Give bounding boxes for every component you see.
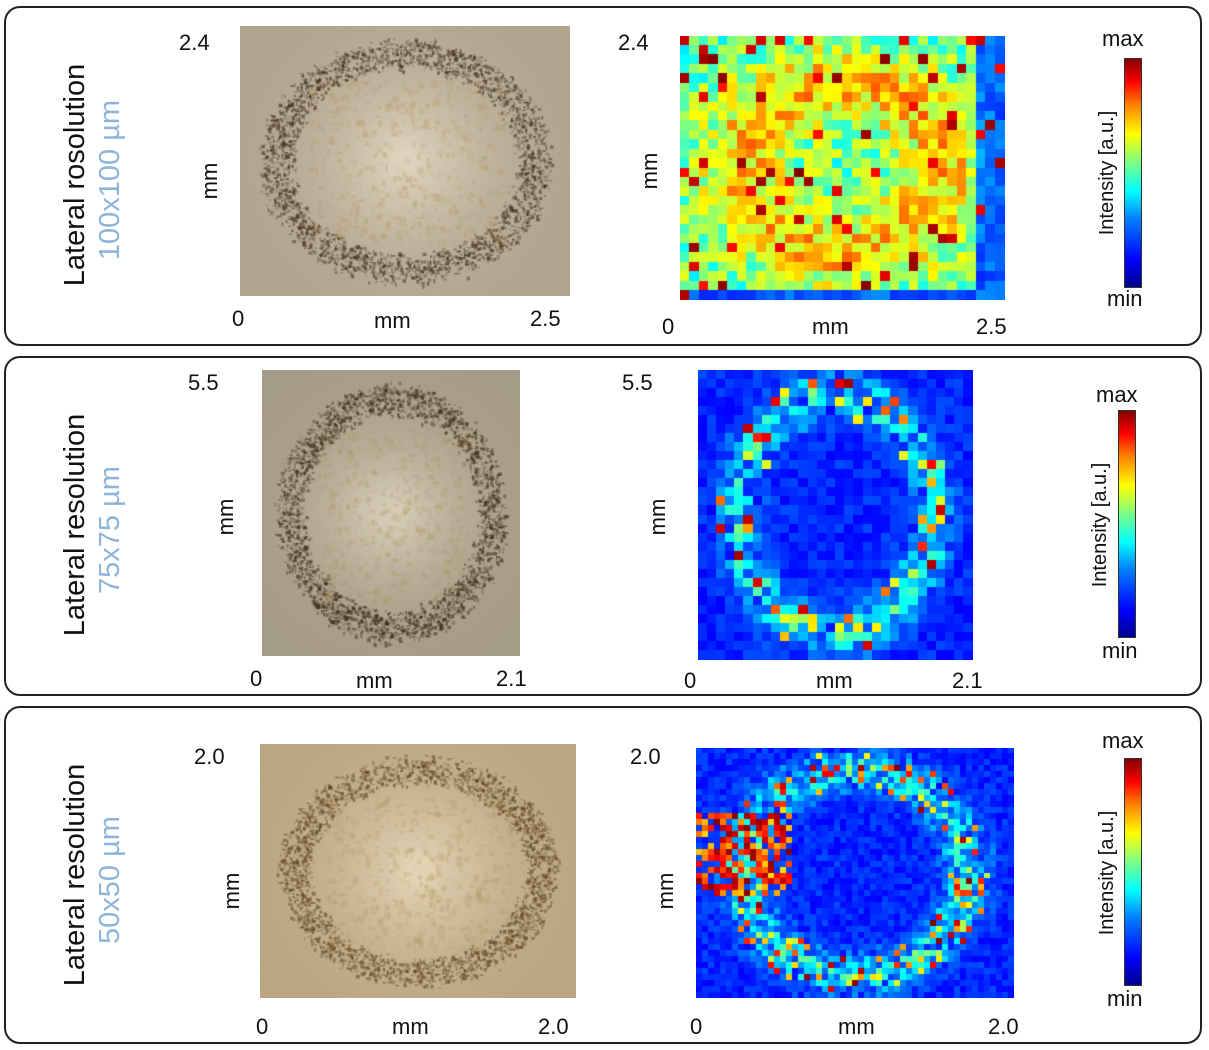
panel-3-map-ymax: 2.0 bbox=[630, 744, 661, 769]
panel-1-map-xunit: mm bbox=[812, 314, 849, 339]
panel-3-photo-xunit: mm bbox=[392, 1014, 429, 1039]
panel-2-colorbar-label: Intensity [a.u.] bbox=[1089, 462, 1111, 588]
panel-1-tissue-photo bbox=[240, 26, 570, 296]
panel-3-map-xunit: mm bbox=[838, 1014, 875, 1039]
panel-1-title: Lateral rosolution bbox=[59, 63, 91, 287]
panel-3-colorbar-min: min bbox=[1107, 986, 1143, 1011]
panel-2-subtitle: 75x75 µm bbox=[94, 466, 126, 594]
panel-2-colorbar-min: min bbox=[1102, 638, 1138, 663]
panel-3-intensity-heatmap bbox=[696, 748, 1014, 998]
panel-3-colorbar-label: Intensity [a.u.] bbox=[1096, 810, 1118, 936]
panel-2-map-xunit: mm bbox=[816, 668, 853, 693]
panel-3-map-yunit: mm bbox=[653, 872, 678, 910]
panel-3-colorbar-max: max bbox=[1102, 728, 1144, 753]
panel-1-photo-xunit: mm bbox=[374, 308, 411, 333]
panel-2-photo-xunit: mm bbox=[356, 668, 393, 693]
panel-2-photo-xmax: 2.1 bbox=[496, 666, 527, 691]
panel-1-photo-yunit: mm bbox=[197, 162, 222, 200]
panel-1-map-yunit: mm bbox=[637, 152, 662, 190]
panel-2-map-yunit: mm bbox=[645, 498, 670, 536]
panel-1-subtitle: 100x100 µm bbox=[94, 99, 126, 261]
panel-1-colorbar-max: max bbox=[1102, 26, 1144, 51]
panel-2-title: Lateral resolution bbox=[59, 413, 91, 637]
panel-1-intensity-heatmap bbox=[680, 36, 1005, 300]
panel-2-map-ymax: 5.5 bbox=[622, 370, 653, 395]
panel-3-tissue-photo bbox=[260, 744, 576, 998]
panel-2-photo-ymax: 5.5 bbox=[188, 370, 219, 395]
panel-3-photo-xmin: 0 bbox=[256, 1014, 269, 1039]
panel-3-map-xmin: 0 bbox=[690, 1014, 703, 1039]
panel-2-colorbar-max: max bbox=[1096, 382, 1138, 407]
panel-1-colorbar-label: Intensity [a.u.] bbox=[1096, 110, 1118, 236]
panel-3-colorbar bbox=[1124, 758, 1142, 986]
panel-1-map-ymax: 2.4 bbox=[618, 30, 649, 55]
panel-2-intensity-heatmap bbox=[698, 370, 973, 660]
panel-3: Lateral resolution 50x50 µm 2.0 mm 0 mm … bbox=[4, 706, 1202, 1044]
panel-3-photo-ymax: 2.0 bbox=[194, 744, 225, 769]
panel-2: Lateral resolution 75x75 µm 5.5 mm 0 mm … bbox=[4, 356, 1202, 696]
panel-2-map-xmin: 0 bbox=[684, 668, 697, 693]
panel-3-map-xmax: 2.0 bbox=[988, 1014, 1019, 1039]
panel-1-photo-xmin: 0 bbox=[232, 306, 245, 331]
panel-3-title: Lateral resolution bbox=[59, 763, 91, 987]
panel-2-tissue-photo bbox=[262, 370, 520, 656]
panel-3-photo-yunit: mm bbox=[219, 872, 244, 910]
panel-1-map-xmin: 0 bbox=[662, 314, 675, 339]
panel-2-photo-yunit: mm bbox=[213, 498, 238, 536]
panel-3-photo-xmax: 2.0 bbox=[538, 1014, 569, 1039]
panel-2-photo-xmin: 0 bbox=[250, 666, 263, 691]
panel-1-photo-ymax: 2.4 bbox=[179, 30, 210, 55]
panel-2-colorbar bbox=[1118, 410, 1136, 638]
panel-3-subtitle: 50x50 µm bbox=[94, 816, 126, 944]
panel-1-colorbar-min: min bbox=[1107, 286, 1143, 311]
panel-1: Lateral rosolution 100x100 µm 2.4 mm 0 m… bbox=[4, 6, 1202, 346]
panel-1-map-xmax: 2.5 bbox=[976, 314, 1007, 339]
panel-2-map-xmax: 2.1 bbox=[952, 668, 983, 693]
panel-1-colorbar bbox=[1124, 58, 1142, 288]
panel-1-photo-xmax: 2.5 bbox=[530, 306, 561, 331]
